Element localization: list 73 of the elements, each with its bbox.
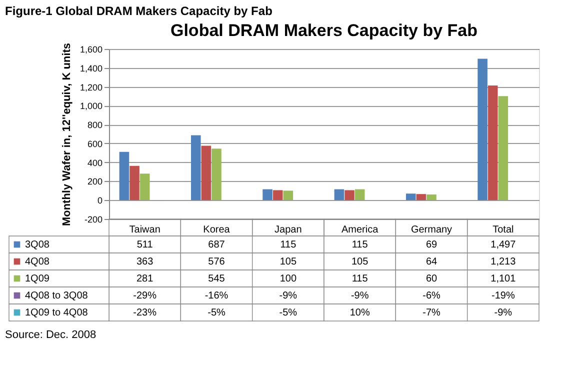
bar	[416, 194, 426, 200]
bar	[354, 189, 365, 200]
bar	[478, 58, 488, 200]
legend-label: 4Q08	[25, 256, 50, 268]
source-note: Source: Dec. 2008	[5, 329, 96, 341]
legend-label: 1Q09	[25, 274, 50, 284]
x-tick-label: Japan	[274, 224, 302, 236]
bar	[140, 174, 150, 200]
data-label: -7%	[422, 308, 440, 318]
data-label: 115	[352, 274, 368, 284]
y-tick-label: 0	[97, 196, 102, 206]
y-tick-label: 400	[87, 158, 102, 168]
data-label: -9%	[279, 290, 298, 302]
x-tick-label: America	[341, 224, 379, 236]
x-tick-label: Korea	[203, 224, 230, 236]
data-label: 1,101	[490, 274, 516, 284]
data-label: 576	[208, 256, 226, 268]
data-label: 10%	[350, 308, 370, 318]
data-label: 115	[280, 240, 297, 250]
data-label: 69	[426, 240, 438, 250]
y-tick-label: 1,200	[80, 82, 102, 92]
data-label: 1,213	[490, 256, 516, 268]
bar	[201, 146, 212, 200]
data-label: 100	[280, 274, 297, 284]
bar	[426, 194, 436, 200]
bar	[334, 189, 344, 200]
bar	[344, 190, 354, 200]
data-label: 281	[136, 274, 154, 284]
data-label: -9%	[350, 290, 369, 302]
legend-label: 3Q08	[25, 240, 50, 250]
x-tick-label: Total	[492, 224, 514, 236]
data-label: 1,497	[490, 240, 516, 250]
chart-subtitle: Figure-1 Global DRAM Makers Capacity by Fab	[5, 4, 272, 18]
bar	[406, 194, 416, 200]
y-tick-label: 1,000	[80, 101, 102, 112]
y-tick-label: 800	[87, 120, 102, 130]
y-tick-label: 600	[87, 138, 102, 149]
bar	[498, 96, 508, 200]
data-label: -5%	[279, 308, 298, 318]
data-label: -29%	[133, 290, 157, 302]
data-label: 545	[208, 274, 226, 284]
legend-label: 4Q08 to 3Q08	[25, 290, 88, 302]
y-tick-label: 1,400	[80, 63, 102, 74]
data-label: 105	[351, 256, 369, 268]
data-label: -16%	[204, 290, 228, 302]
data-label: 115	[352, 240, 368, 250]
data-label: -5%	[208, 308, 226, 318]
y-tick-label: 200	[87, 176, 102, 187]
bar	[130, 166, 140, 200]
y-tick-label: -200	[84, 214, 102, 224]
bar	[283, 190, 294, 200]
y-tick-label: 1,600	[80, 44, 102, 54]
data-label: -6%	[422, 290, 440, 302]
data-label: -23%	[133, 308, 157, 318]
bar	[272, 190, 283, 200]
data-label: -19%	[491, 290, 515, 302]
bar	[488, 86, 498, 200]
data-label: 60	[426, 274, 438, 284]
x-tick-label: Germany	[410, 224, 452, 236]
data-label: 105	[280, 256, 297, 268]
bar	[262, 189, 272, 200]
y-axis-title: Monthly Wafer in, 12''equiv, K units	[60, 42, 73, 226]
chart-title: Global DRAM Makers Capacity by Fab	[170, 21, 478, 40]
data-label: 687	[208, 240, 226, 250]
x-tick-label: Taiwan	[129, 224, 160, 236]
legend-label: 1Q09 to 4Q08	[25, 308, 88, 318]
data-label: -9%	[494, 308, 512, 318]
bar	[119, 152, 130, 200]
data-label: 511	[136, 240, 154, 250]
data-label: 363	[136, 256, 154, 268]
bar	[212, 148, 222, 200]
data-label: 64	[426, 256, 438, 268]
bar	[190, 135, 201, 200]
